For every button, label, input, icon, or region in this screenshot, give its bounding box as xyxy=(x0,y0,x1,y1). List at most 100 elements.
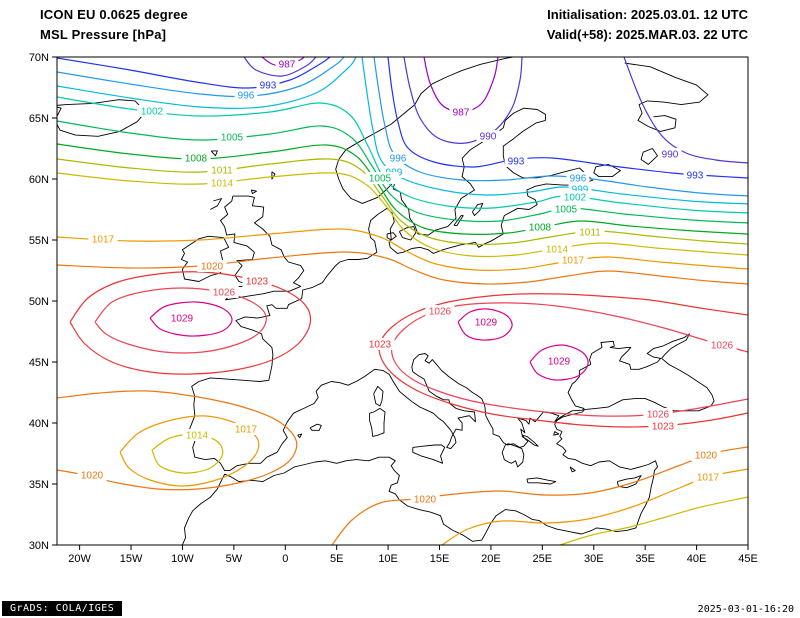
lon-axis-label: 35E xyxy=(635,553,655,565)
isobar-label-1029: 1029 xyxy=(171,314,194,325)
isobar-label-mask xyxy=(449,106,473,118)
isobar-label-1026: 1026 xyxy=(213,288,236,299)
lat-axis-label: 50N xyxy=(29,296,49,308)
title-block: ICON EU 0.0625 degree MSL Pressure [hPa] xyxy=(40,5,188,45)
lon-axis-label: 10E xyxy=(378,553,398,565)
coastline xyxy=(220,195,305,301)
coastline xyxy=(569,466,576,473)
isobar-1017 xyxy=(119,415,260,487)
isobar-1029 xyxy=(149,301,233,337)
coastline xyxy=(526,477,557,485)
coastline xyxy=(640,148,658,165)
isobar-label-mask xyxy=(365,338,395,350)
coastline xyxy=(398,226,417,241)
isobar-990 xyxy=(403,57,523,144)
isobar-996 xyxy=(57,57,345,98)
isobar-label-mask xyxy=(88,233,118,245)
isobar-label-1011: 1011 xyxy=(579,228,601,239)
coastline xyxy=(297,433,303,439)
isobar-label-1014: 1014 xyxy=(186,431,209,442)
coastline xyxy=(180,235,230,282)
isobar-label-mask xyxy=(525,221,555,233)
isobar-label-1023: 1023 xyxy=(246,277,269,288)
lon-axis-label: 25E xyxy=(533,553,553,565)
lat-axis-label: 35N xyxy=(29,479,49,491)
isobar-label-mask xyxy=(410,493,440,505)
lon-axis-label: 45E xyxy=(738,553,758,565)
isobar-label-993: 993 xyxy=(687,171,704,182)
lon-axis-label: 15W xyxy=(120,553,143,565)
coastline xyxy=(271,171,276,180)
map-frame xyxy=(56,56,749,546)
lat-axis-label: 55N xyxy=(29,235,49,247)
isobar-987 xyxy=(423,57,499,113)
isobar-label-mask xyxy=(683,169,707,181)
isobar-label-1020: 1020 xyxy=(414,495,437,506)
isobar-1014 xyxy=(559,496,748,545)
isobar-label-mask xyxy=(209,286,239,298)
isobar-label-1011: 1011 xyxy=(211,166,233,177)
creation-timestamp: 2025-03-01-16:20 xyxy=(697,604,794,615)
coastline xyxy=(210,150,218,157)
isobar-label-1020: 1020 xyxy=(201,262,224,273)
lon-axis-label: 10W xyxy=(171,553,194,565)
coastline xyxy=(57,99,146,137)
isobar-label-mask xyxy=(234,89,258,101)
isobar-label-mask xyxy=(558,254,588,266)
lat-axis-label: 40N xyxy=(29,418,49,430)
isobar-label-mask xyxy=(544,355,574,367)
isobar-label-1008: 1008 xyxy=(185,154,208,165)
coastline xyxy=(624,62,709,132)
isobar-label-mask xyxy=(365,172,395,184)
isobar-1029 xyxy=(457,308,513,341)
coastlines-layer xyxy=(57,57,715,545)
isobar-label-1023: 1023 xyxy=(652,422,675,433)
valid-time: Valid(+58): 2025.MAR.03. 22 UTC xyxy=(546,27,748,42)
isobar-1008 xyxy=(57,143,748,235)
isobar-label-1014: 1014 xyxy=(546,245,569,256)
isobar-label-mask xyxy=(551,203,581,215)
isobar-label-1008: 1008 xyxy=(529,223,552,234)
isobar-label-mask xyxy=(181,152,211,164)
isobar-1023 xyxy=(378,293,748,428)
isobar-label-1017: 1017 xyxy=(92,235,115,246)
isobar-label-1005: 1005 xyxy=(369,174,392,185)
isobar-label-1029: 1029 xyxy=(475,318,498,329)
isobar-label-1002: 1002 xyxy=(564,193,587,204)
isobar-label-1005: 1005 xyxy=(221,133,244,144)
coastline xyxy=(553,431,560,436)
coastline xyxy=(593,163,621,178)
coastline xyxy=(309,423,322,431)
coastline xyxy=(453,215,464,226)
isobar-label-mask xyxy=(566,172,590,184)
isobar-label-990: 990 xyxy=(662,150,679,161)
isobar-996 xyxy=(373,57,748,197)
isobar-label-mask xyxy=(167,312,197,324)
isobar-1029 xyxy=(529,344,589,381)
isobar-label-mask xyxy=(231,423,261,435)
coastline xyxy=(501,443,525,468)
isobar-label-1005: 1005 xyxy=(555,205,578,216)
isobar-label-996: 996 xyxy=(390,154,407,165)
isobar-label-mask xyxy=(197,260,227,272)
grads-brand-stamp: GrADS: COLA/IGES xyxy=(2,601,123,616)
isobar-label-987: 987 xyxy=(279,60,296,71)
isobar-990 xyxy=(243,57,317,77)
isobar-label-mask xyxy=(207,177,237,189)
isobar-label-mask xyxy=(207,164,237,176)
lat-axis-label: 30N xyxy=(29,540,49,552)
coastline xyxy=(369,407,386,437)
isobar-label-1026: 1026 xyxy=(711,341,734,352)
isobar-label-1017: 1017 xyxy=(697,473,720,484)
isobar-label-mask xyxy=(707,339,737,351)
isobar-label-mask xyxy=(575,226,605,238)
isobar-label-999: 999 xyxy=(572,185,589,196)
isobar-label-mask xyxy=(471,316,501,328)
lon-axis-label: 0 xyxy=(282,553,288,565)
isobar-label-1029: 1029 xyxy=(548,357,571,368)
isobar-label-1017: 1017 xyxy=(235,425,258,436)
coastline xyxy=(209,198,222,210)
isobar-label-mask xyxy=(425,305,455,317)
